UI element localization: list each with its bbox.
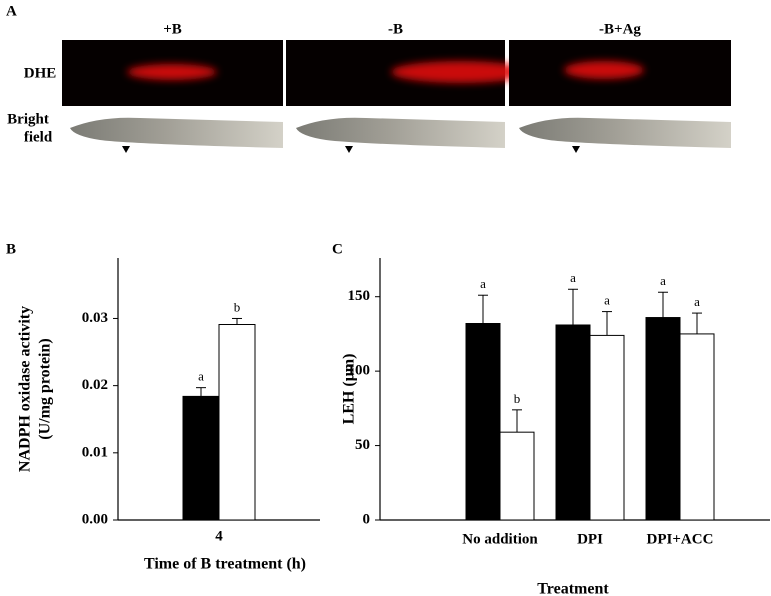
bar (465, 323, 501, 521)
significance-letter: a (198, 369, 204, 384)
significance-letter: a (480, 276, 486, 291)
x-tick-label: No addition (462, 531, 538, 547)
root (296, 117, 505, 148)
row-label: field (24, 129, 53, 145)
y-tick-label: 50 (355, 437, 370, 453)
bar (645, 317, 681, 521)
bar (499, 431, 535, 521)
y-axis-label: (U/mg protein) (37, 338, 54, 439)
x-axis-label: Time of B treatment (h) (144, 556, 306, 573)
arrowhead (122, 146, 130, 153)
bar (555, 324, 591, 521)
x-tick-label: DPI (577, 531, 603, 547)
column-header: -B (388, 21, 403, 37)
significance-letter: a (604, 293, 610, 308)
bar (182, 395, 220, 521)
x-tick-label: DPI+ACC (647, 531, 714, 547)
fluorescence (564, 61, 644, 79)
significance-letter: b (234, 299, 241, 314)
significance-letter: a (570, 270, 576, 285)
root (519, 117, 731, 148)
y-tick-label: 0.03 (82, 310, 108, 326)
fluorescence (127, 64, 217, 80)
column-header: -B+Ag (599, 21, 641, 37)
significance-letter: a (660, 273, 666, 288)
y-tick-label: 150 (348, 288, 371, 304)
y-tick-label: 0.02 (82, 377, 108, 393)
y-axis-label: LEH (μm) (341, 354, 358, 425)
y-tick-label: 0.00 (82, 511, 108, 527)
row-label: DHE (24, 65, 57, 81)
x-tick-label: 4 (215, 528, 223, 544)
panel-label: C (332, 241, 343, 257)
row-label: Bright (7, 111, 49, 127)
column-header: +B (163, 21, 182, 37)
significance-letter: b (514, 391, 521, 406)
y-axis-label: NADPH oxidase activity (17, 306, 34, 472)
x-axis-label: Treatment (537, 581, 609, 596)
y-tick-label: 100 (348, 363, 371, 379)
bar (589, 334, 625, 521)
fluorescence (391, 61, 531, 83)
arrowhead (572, 146, 580, 153)
panel-label: A (6, 3, 17, 19)
root (70, 117, 283, 148)
bar (679, 333, 715, 521)
y-tick-label: 0.01 (82, 444, 108, 460)
y-tick-label: 0 (363, 511, 371, 527)
panel-label: B (6, 241, 16, 257)
bar (218, 324, 256, 521)
charts: B 0.00 0.01 0.02 0.03 NADPH oxidase activity(… (6, 241, 770, 596)
significance-letter: a (694, 294, 700, 309)
arrowhead (345, 146, 353, 153)
micrographs: +B -B -B+Ag DHE Bright field (7, 21, 731, 166)
